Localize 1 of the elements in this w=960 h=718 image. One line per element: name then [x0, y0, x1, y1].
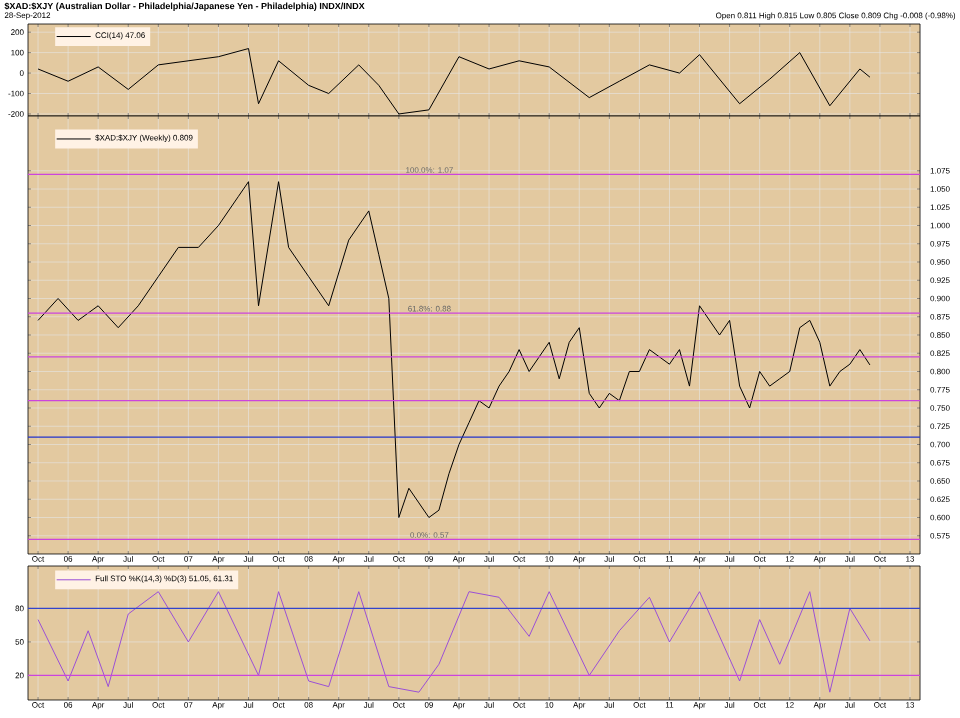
line-series [37, 591, 871, 693]
